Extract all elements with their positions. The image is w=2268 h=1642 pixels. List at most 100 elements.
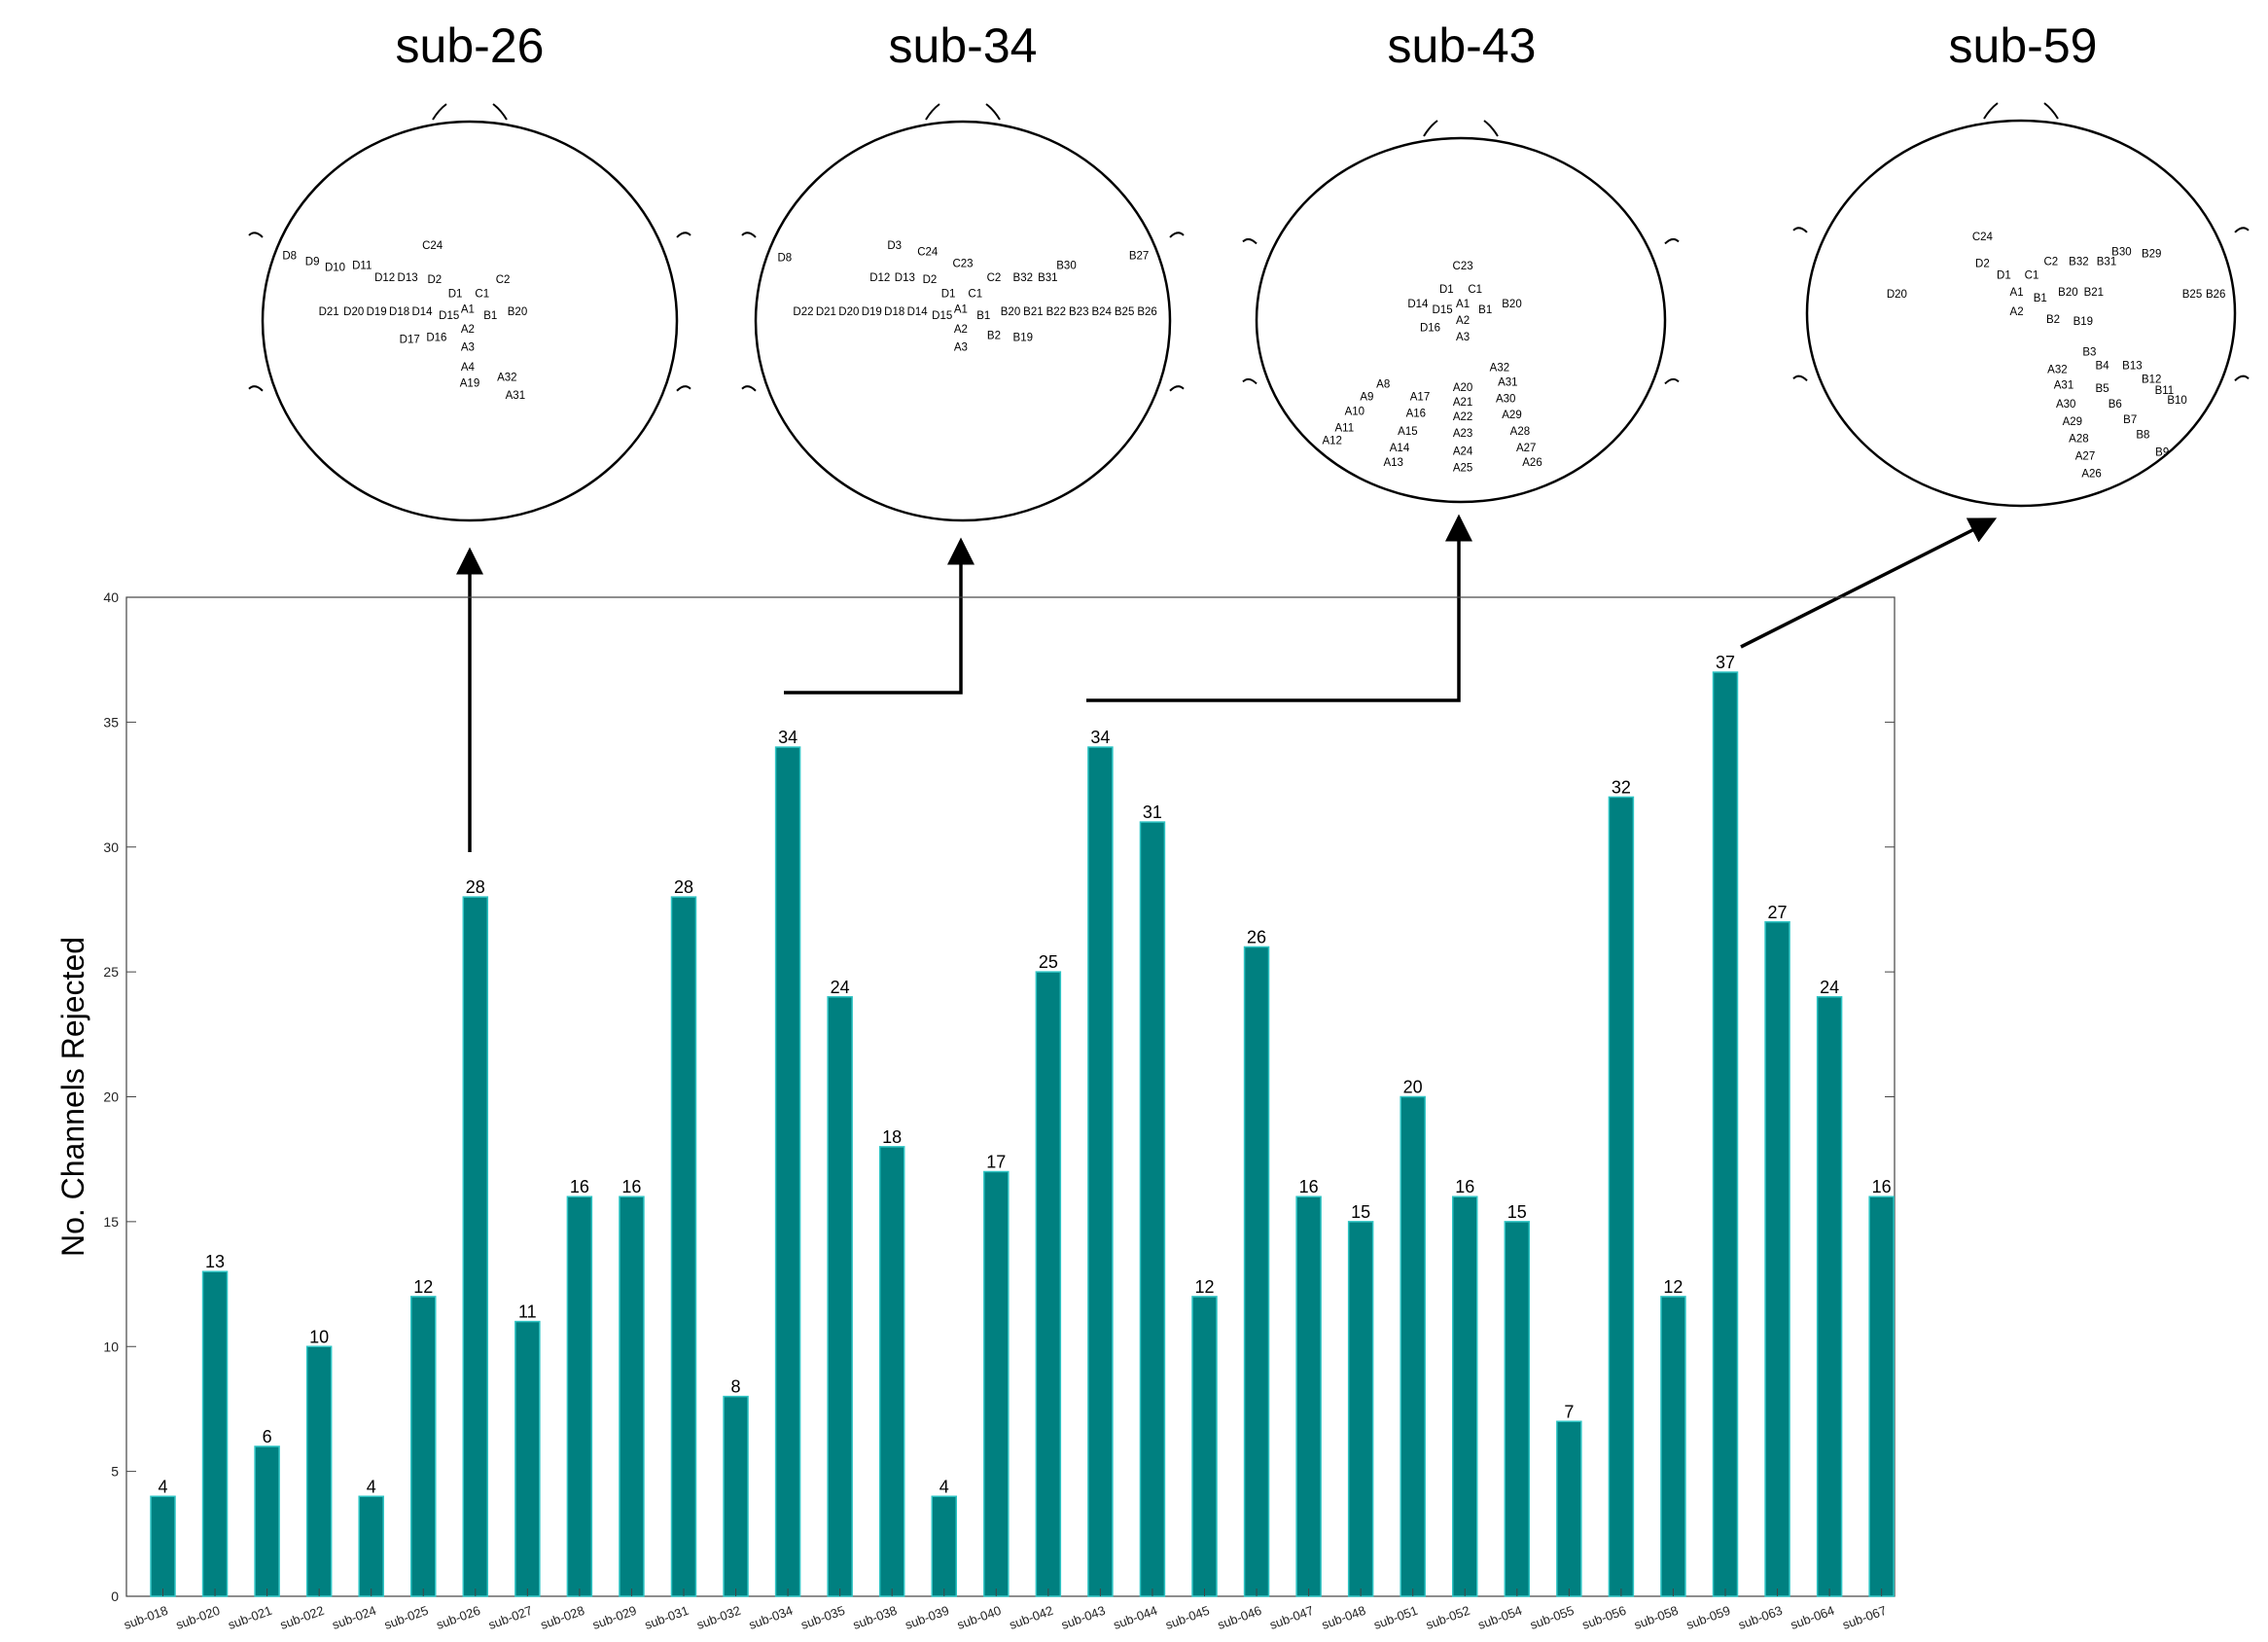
x-tick-label: sub-067 — [1840, 1603, 1888, 1632]
channel-label: A16 — [1406, 408, 1426, 419]
bar — [1868, 1196, 1895, 1597]
channel-label: B25 — [1115, 306, 1134, 318]
bar-value-label: 32 — [1612, 777, 1631, 797]
channel-label: D1 — [448, 288, 463, 300]
bar-value-label: 16 — [621, 1177, 641, 1196]
bar — [723, 1395, 749, 1597]
channel-label: D12 — [869, 272, 890, 284]
bar-value-label: 37 — [1716, 653, 1735, 672]
channel-label: D2 — [1975, 259, 1990, 270]
ear-marker — [248, 385, 264, 392]
topoplot: sub-43 C23 D1 C1 D14 D15 A1 B1 B20 A2 D16 A3 A32 A31 A… — [1242, 18, 1680, 504]
bar — [1243, 946, 1270, 1597]
head-marker — [1983, 102, 1999, 120]
channel-label: B1 — [2034, 293, 2047, 304]
channel-label: A10 — [1345, 407, 1364, 418]
x-tick-label: sub-058 — [1632, 1603, 1680, 1632]
channel-label: A2 — [2010, 306, 2024, 318]
channel-label: D22 — [793, 306, 813, 318]
channel-label: C23 — [952, 259, 973, 270]
head-marker — [2043, 102, 2059, 120]
channel-label: D8 — [777, 252, 792, 264]
channel-label: B24 — [1091, 306, 1112, 318]
bar-value-label: 27 — [1768, 903, 1788, 922]
ear-marker — [2234, 375, 2250, 382]
bar-value-label: 25 — [1039, 952, 1058, 972]
channel-label: B30 — [2111, 247, 2131, 259]
channel-label: A27 — [1516, 443, 1536, 454]
bar — [931, 1495, 957, 1597]
bar-value-label: 28 — [674, 877, 693, 897]
channel-label: D20 — [1887, 289, 1907, 301]
channel-label: C1 — [968, 288, 982, 300]
x-tick-label: sub-035 — [798, 1603, 846, 1632]
bar — [566, 1196, 593, 1597]
channel-label: A29 — [2063, 416, 2082, 428]
channel-label: A12 — [1322, 435, 1341, 446]
channel-label: B20 — [1502, 299, 1521, 310]
channel-label: C2 — [2043, 257, 2058, 268]
channel-label: C24 — [917, 246, 939, 258]
channel-label: D17 — [400, 334, 420, 345]
bar-value-label: 26 — [1247, 927, 1266, 946]
ear-marker — [676, 232, 691, 238]
x-tick-label: sub-052 — [1424, 1603, 1471, 1632]
bar-value-label: 7 — [1564, 1402, 1574, 1421]
ear-marker — [1169, 232, 1185, 238]
channel-label: C2 — [987, 272, 1002, 284]
ear-marker — [1664, 237, 1680, 245]
channel-label: B1 — [976, 310, 990, 322]
channel-label: B13 — [2122, 360, 2142, 372]
bar — [670, 896, 697, 1597]
bar — [254, 1446, 280, 1597]
x-tick-label: sub-042 — [1008, 1603, 1055, 1632]
bar — [619, 1196, 645, 1597]
channel-label: D21 — [319, 306, 339, 318]
channel-label: B2 — [2046, 314, 2060, 326]
bar-value-label: 28 — [466, 877, 485, 897]
bar-value-label: 31 — [1143, 803, 1162, 822]
channel-label: B8 — [2136, 430, 2149, 442]
channel-label: A22 — [1453, 411, 1472, 423]
channel-label: A1 — [2010, 287, 2024, 299]
bar — [1816, 996, 1843, 1597]
channel-label: B27 — [1129, 250, 1149, 262]
channel-label: A3 — [461, 342, 475, 354]
channel-label: D19 — [367, 306, 387, 318]
x-tick-label: sub-025 — [382, 1603, 430, 1632]
bar — [462, 896, 489, 1597]
bar — [410, 1296, 437, 1597]
y-tick-label: 40 — [103, 589, 119, 605]
bar-value-label: 13 — [205, 1252, 225, 1271]
bar — [1087, 746, 1114, 1597]
y-tick-label: 20 — [103, 1089, 119, 1105]
x-tick-label: sub-018 — [122, 1603, 169, 1632]
bar — [1608, 796, 1635, 1597]
ear-marker — [1664, 377, 1680, 385]
channel-label: D1 — [941, 288, 956, 300]
channel-label: D12 — [374, 272, 395, 284]
channel-label: A9 — [1360, 392, 1373, 404]
channel-label: D14 — [907, 306, 929, 318]
head-marker — [925, 103, 940, 121]
channel-label: A31 — [506, 390, 525, 402]
topoplot-title: sub-34 — [889, 18, 1038, 73]
bar — [774, 746, 801, 1597]
channel-label: B3 — [2082, 347, 2096, 359]
x-tick-label: sub-045 — [1163, 1603, 1211, 1632]
channel-label: D14 — [411, 306, 433, 318]
x-tick-label: sub-064 — [1789, 1603, 1836, 1632]
head-marker — [985, 103, 1001, 121]
bar-value-label: 16 — [1299, 1177, 1319, 1196]
channel-label: C1 — [1468, 284, 1482, 296]
channel-label: A20 — [1453, 382, 1472, 394]
x-tick-label: sub-047 — [1267, 1603, 1315, 1632]
bar — [1400, 1095, 1426, 1597]
channel-label: D16 — [1420, 322, 1440, 334]
callout-arrow — [1740, 518, 1998, 649]
bar-value-label: 18 — [882, 1127, 902, 1147]
channel-label: A30 — [2056, 399, 2075, 410]
channel-label: A21 — [1453, 397, 1472, 409]
